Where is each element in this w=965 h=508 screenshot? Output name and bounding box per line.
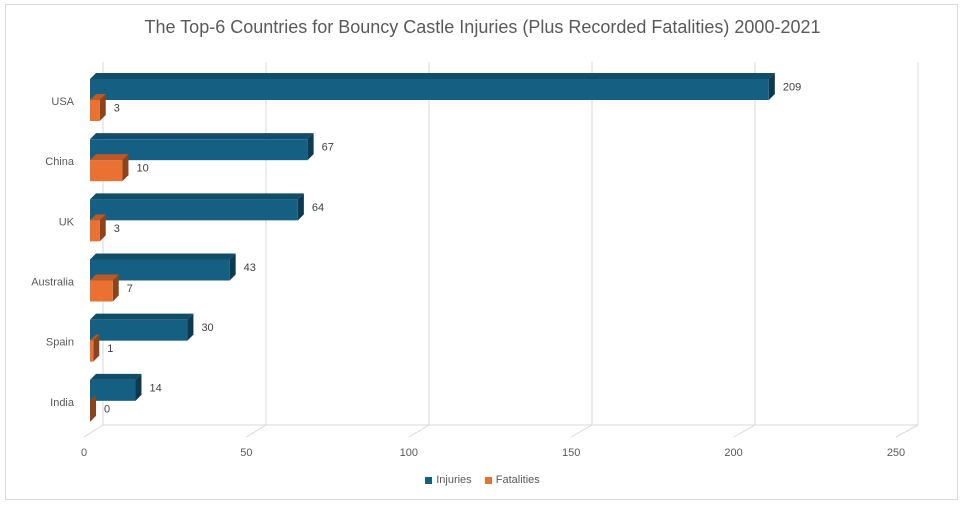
bar-injuries-australia — [90, 259, 230, 281]
data-label: 10 — [136, 163, 148, 175]
x-tick-label: 100 — [400, 447, 418, 459]
gridline — [570, 62, 593, 438]
y-category-label: India — [50, 397, 75, 409]
bar-fatalities-uk — [90, 220, 100, 242]
y-axis-categories: USA China UK Australia Spain India — [31, 96, 75, 409]
bar-top-face — [90, 253, 236, 260]
bar-top-face — [90, 274, 119, 281]
x-tick-label: 50 — [240, 447, 252, 459]
data-label: 30 — [201, 322, 213, 334]
y-category-label: Spain — [46, 337, 74, 349]
data-label: 3 — [114, 103, 120, 115]
bar-side-face — [99, 94, 106, 121]
bar-side-face — [297, 193, 304, 221]
bar-injuries-usa — [90, 79, 769, 100]
gridline — [408, 62, 430, 438]
bar-side-face — [229, 253, 236, 281]
bar-injuries-china — [90, 139, 308, 161]
legend-label-injuries: Injuries — [436, 474, 472, 486]
bars — [90, 73, 775, 422]
x-tick-label: 200 — [724, 447, 742, 459]
data-label: 43 — [244, 262, 256, 274]
gridline — [733, 62, 756, 438]
bar-top-face — [90, 313, 194, 320]
data-label: 7 — [127, 283, 133, 295]
gridline — [246, 62, 267, 438]
bar-side-face — [90, 394, 96, 422]
bar-fatalities-china — [90, 160, 123, 182]
chart-title: The Top-6 Countries for Bouncy Castle In… — [144, 17, 821, 37]
legend-item-fatalities: Fatalities — [484, 474, 540, 486]
bar-fatalities-usa — [90, 100, 100, 121]
bar-side-face — [307, 133, 314, 161]
legend-item-injuries: Injuries — [425, 474, 472, 486]
bar-side-face — [112, 274, 119, 302]
bar-side-face — [99, 214, 106, 242]
bar-top-face — [90, 334, 100, 341]
data-label: 64 — [312, 202, 324, 214]
legend-swatch-fatalities — [484, 476, 492, 484]
y-category-label: USA — [51, 96, 74, 108]
bar-top-face — [90, 214, 106, 221]
legend-label-fatalities: Fatalities — [495, 474, 540, 486]
gridlines — [83, 62, 919, 438]
y-category-label: UK — [59, 216, 75, 228]
gridline — [895, 62, 919, 438]
bar-top-face — [90, 193, 304, 200]
x-axis-ticks: 0 50 100 150 200 250 — [81, 447, 905, 459]
data-label: 0 — [104, 403, 110, 415]
bar-fatalities-australia — [90, 280, 113, 302]
data-label: 14 — [149, 382, 161, 394]
data-label: 67 — [322, 142, 334, 154]
bar-side-face — [93, 334, 100, 362]
x-tick-label: 150 — [562, 447, 580, 459]
legend-swatch-injuries — [425, 476, 433, 484]
bar-side-face — [122, 154, 129, 182]
bar-top-face — [90, 373, 142, 380]
data-label: 3 — [114, 223, 120, 235]
y-category-label: Australia — [31, 277, 75, 289]
data-labels: 209 3 67 10 64 3 43 7 30 1 14 0 — [104, 82, 801, 416]
bar-side-face — [135, 373, 142, 401]
bar-fatalities-spain — [90, 340, 94, 362]
x-tick-label: 0 — [81, 447, 87, 459]
x-tick-label: 250 — [887, 447, 905, 459]
bar-top-face — [90, 133, 314, 140]
bar-top-face — [90, 94, 106, 100]
data-label: 1 — [107, 343, 113, 355]
bar-injuries-uk — [90, 199, 298, 221]
bar-side-face — [187, 313, 194, 341]
data-label: 209 — [783, 82, 801, 94]
bar-injuries-spain — [90, 319, 188, 341]
legend: Injuries Fatalities — [0, 474, 965, 487]
bar-side-face — [768, 73, 775, 100]
y-category-label: China — [45, 156, 75, 168]
bar-top-face — [90, 73, 775, 79]
bar-injuries-india — [90, 379, 136, 401]
bar-top-face — [90, 154, 129, 161]
